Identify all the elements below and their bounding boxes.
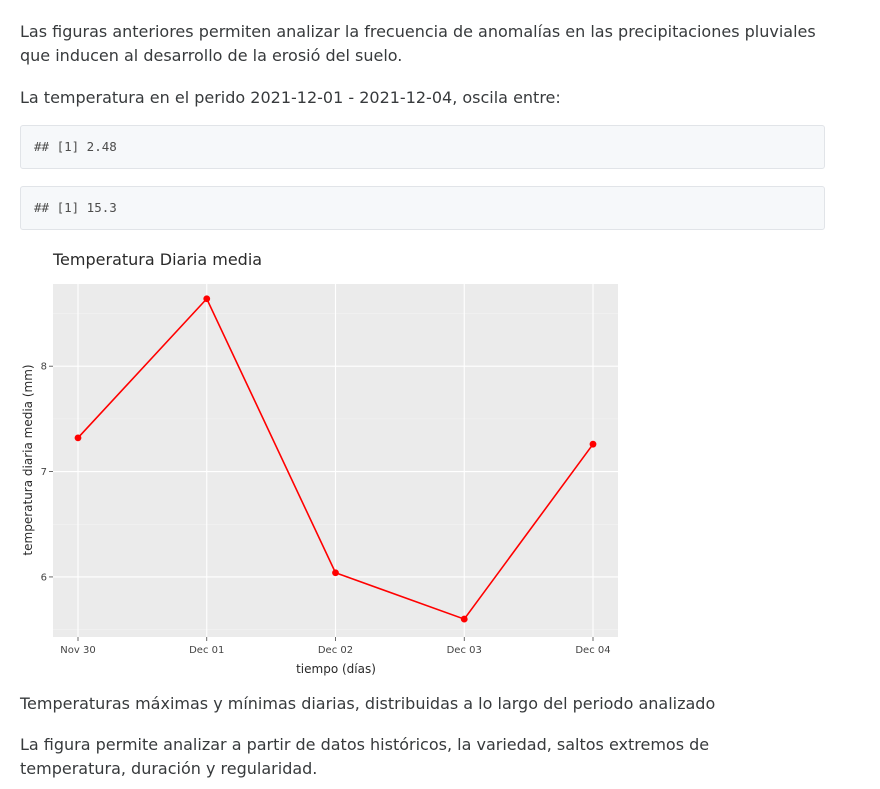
data-point bbox=[74, 434, 82, 442]
x-tick-label: Dec 04 bbox=[575, 645, 610, 656]
temperature-range-paragraph: La temperatura en el perido 2021-12-01 -… bbox=[20, 88, 561, 107]
code-output-min-text: ## [1] 2.48 bbox=[34, 139, 117, 154]
conclusion-paragraph: La figura permite analizar a partir de d… bbox=[20, 735, 710, 778]
x-tick-label: Dec 01 bbox=[189, 645, 224, 656]
chart-caption-paragraph: Temperaturas máximas y mínimas diarias, … bbox=[20, 694, 716, 713]
x-tick-label: Dec 03 bbox=[447, 645, 482, 656]
chart-title: Temperatura Diaria media bbox=[52, 250, 262, 269]
y-tick-label: 8 bbox=[41, 362, 47, 373]
temperature-line-chart: Temperatura Diaria media 6 7 8 Nov 30 Dec 01… bbox=[21, 250, 618, 676]
x-tick-label: Nov 30 bbox=[60, 645, 95, 656]
x-tick-label: Dec 02 bbox=[318, 645, 353, 656]
data-point bbox=[460, 615, 468, 623]
y-tick-label: 7 bbox=[41, 467, 47, 478]
data-point bbox=[589, 440, 597, 448]
code-output-max: ## [1] 15.3 bbox=[20, 186, 825, 230]
code-output-max-text: ## [1] 15.3 bbox=[34, 200, 117, 215]
x-axis-title: tiempo (días) bbox=[296, 662, 376, 676]
intro-paragraph: Las figuras anteriores permiten analizar… bbox=[20, 22, 816, 65]
data-point bbox=[332, 569, 339, 577]
y-axis-title: temperatura diaria media (mm) bbox=[21, 364, 35, 555]
data-point bbox=[203, 295, 211, 303]
y-tick-label: 6 bbox=[41, 572, 47, 583]
code-output-min: ## [1] 2.48 bbox=[20, 125, 825, 169]
